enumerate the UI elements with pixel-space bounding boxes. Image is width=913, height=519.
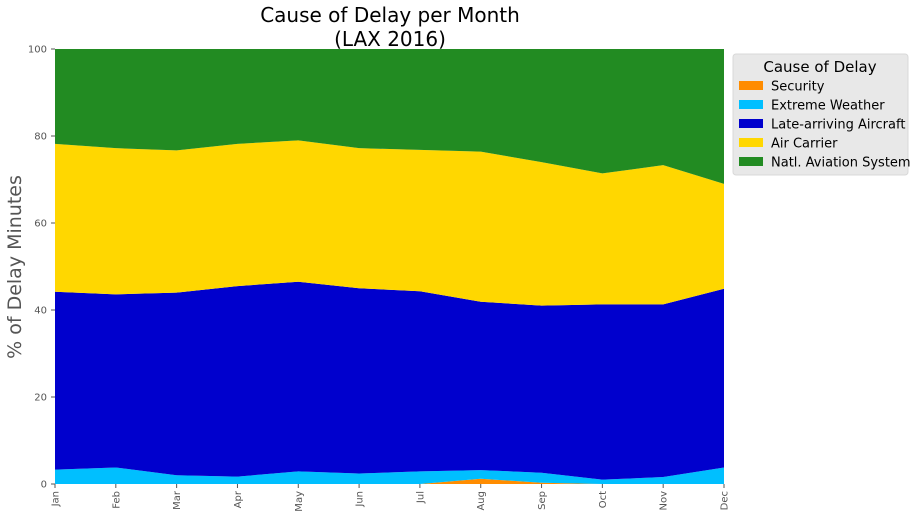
x-tick-label: Oct [598, 491, 609, 508]
y-tick-label: 60 [34, 219, 47, 230]
legend-swatch [739, 100, 763, 109]
chart-subtitle: (LAX 2016) [334, 27, 446, 51]
y-tick-label: 80 [34, 132, 47, 143]
legend-entry-label: Late-arriving Aircraft [771, 118, 905, 133]
y-axis-label: % of Delay Minutes [4, 175, 26, 359]
x-tick-label: Dec [720, 491, 731, 510]
legend-swatch [739, 81, 763, 90]
area-series-2 [55, 281, 724, 480]
x-tick-label: Jun [355, 491, 366, 508]
x-tick-label: May [294, 491, 305, 512]
legend-items: Security Extreme Weather Late-arriving Air… [739, 80, 911, 171]
y-axis-ticks: 0 20 40 60 80 100 [28, 45, 55, 491]
legend-box [732, 53, 909, 176]
legend-entry-label: Natl. Aviation System [771, 156, 911, 171]
x-tick-label: Nov [659, 491, 670, 511]
x-tick-label: Jul [415, 491, 426, 504]
legend-swatch [739, 157, 763, 166]
x-tick-label: Jan [51, 491, 62, 507]
x-axis-ticks: Jan Feb Mar Apr May Jun Jul Aug Sep Oct Nov Dec [51, 484, 731, 512]
chart-title: Cause of Delay per Month [260, 3, 520, 27]
legend-swatch [739, 138, 763, 147]
area-series-3 [55, 140, 724, 306]
y-tick-label: 40 [34, 306, 47, 317]
area-layers [55, 49, 724, 484]
legend: Cause of Delay Security Extreme Weather La… [732, 53, 911, 176]
legend-swatch [739, 119, 763, 128]
x-tick-label: Sep [537, 491, 548, 510]
y-tick-label: 0 [41, 480, 47, 491]
x-tick-label: Aug [476, 491, 487, 511]
x-tick-label: Feb [111, 491, 122, 509]
legend-entry-label: Air Carrier [771, 137, 838, 152]
legend-entry-label: Extreme Weather [771, 99, 885, 114]
legend-entry-label: Security [771, 80, 825, 95]
x-tick-label: Mar [172, 490, 183, 510]
area-series-1 [55, 467, 724, 484]
legend-title: Cause of Delay [763, 58, 876, 76]
area-series-4 [55, 49, 724, 184]
y-tick-label: 20 [34, 393, 47, 404]
x-tick-label: Apr [233, 490, 244, 508]
y-tick-label: 100 [28, 45, 47, 56]
